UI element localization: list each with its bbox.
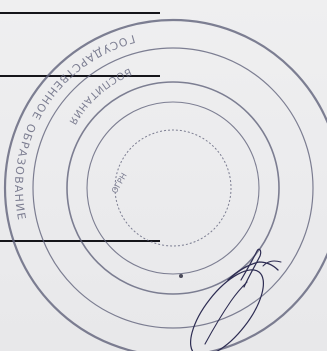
form-line-top: [0, 12, 160, 14]
round-seal-icon: ГОСУДАРСТВЕННОЕ ОБРАЗОВАНИЕ ВОСПИТАНИЯ О…: [3, 18, 327, 351]
form-line-middle: [0, 75, 160, 77]
stamp-center-text: ОГРН: [110, 171, 129, 195]
form-line-lower: [0, 240, 160, 242]
handwritten-signature-icon: [189, 248, 282, 351]
star-mark-icon: [179, 274, 183, 278]
